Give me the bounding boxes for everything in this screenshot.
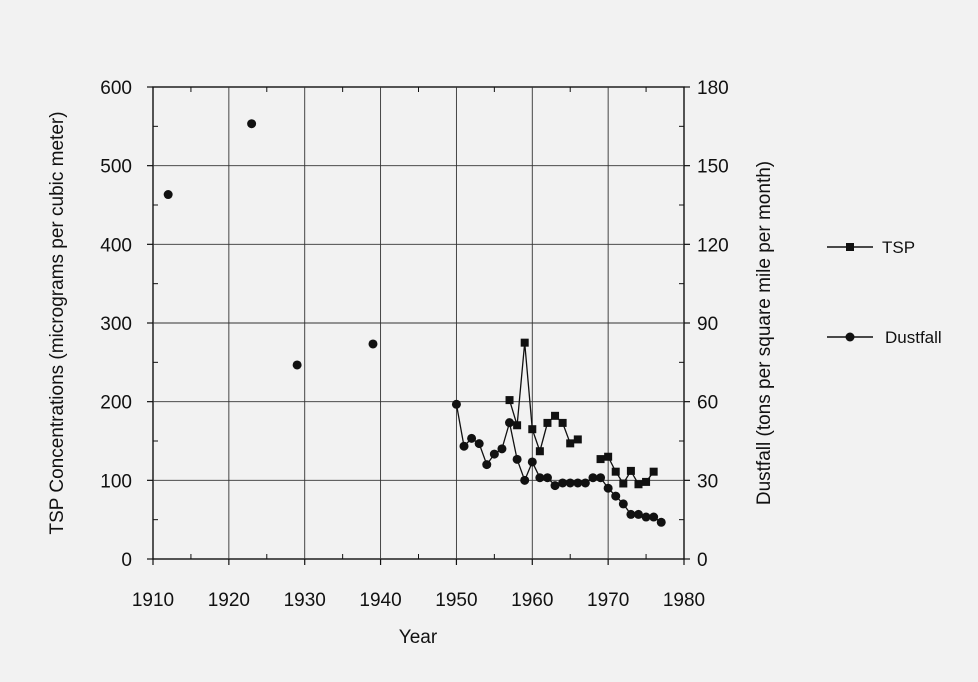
- data-point-dustfall: [580, 478, 590, 488]
- y-right-tick-label: 60: [697, 393, 718, 414]
- data-point-dustfall: [497, 444, 507, 454]
- y-left-tick-label: 500: [100, 157, 132, 178]
- legend-label-dustfall: Dustfall: [885, 328, 942, 347]
- data-point-tsp: [634, 480, 643, 489]
- y-left-tick-label: 300: [100, 314, 132, 335]
- data-point-dustfall: [489, 449, 499, 459]
- data-point-dustfall: [573, 478, 583, 488]
- y-right-tick-label: 0: [697, 550, 708, 571]
- data-point-dustfall: [459, 441, 469, 451]
- data-point-dustfall: [505, 418, 515, 428]
- data-point-tsp: [520, 338, 529, 347]
- data-point-tsp: [596, 455, 605, 464]
- legend-marker-tsp: [846, 243, 854, 251]
- axis-ticks: [147, 86, 690, 565]
- x-tick-label: 1960: [511, 590, 553, 611]
- data-point-tsp: [642, 477, 651, 486]
- series-line-tsp: [508, 342, 579, 454]
- series-layer: [163, 119, 666, 527]
- legend-marker-dustfall: [845, 332, 855, 342]
- data-point-tsp: [505, 396, 514, 405]
- data-point-dustfall: [451, 399, 461, 409]
- data-point-dustfall: [603, 483, 613, 493]
- data-point-tsp: [649, 467, 658, 476]
- data-point-dustfall: [247, 119, 257, 129]
- data-point-tsp: [619, 479, 628, 488]
- x-tick-label: 1930: [284, 590, 326, 611]
- data-point-tsp: [535, 447, 544, 456]
- data-point-tsp: [611, 467, 620, 476]
- y-right-tick-label: 150: [697, 157, 729, 178]
- data-point-dustfall: [474, 439, 484, 449]
- x-axis-title: Year: [399, 627, 438, 648]
- data-point-dustfall: [641, 512, 651, 522]
- left-y-axis-title: TSP Concentrations (micrograms per cubic…: [47, 111, 68, 534]
- y-right-tick-label: 120: [697, 235, 729, 256]
- data-point-dustfall: [482, 460, 492, 470]
- series-dustfall: [163, 119, 666, 527]
- x-tick-labels: 1910 1920 1930 1940 1950 1960 1970 1980: [132, 590, 705, 611]
- x-tick-label: 1980: [663, 590, 705, 611]
- series-tsp: [505, 338, 658, 489]
- data-point-dustfall: [565, 478, 575, 488]
- data-point-dustfall: [649, 512, 659, 522]
- data-point-dustfall: [626, 509, 636, 519]
- x-tick-label: 1950: [435, 590, 477, 611]
- y-left-tick-label: 400: [100, 235, 132, 256]
- data-point-dustfall: [588, 473, 598, 483]
- y-left-tick-label: 100: [100, 471, 132, 492]
- y-right-tick-label: 90: [697, 314, 718, 335]
- data-point-tsp: [604, 452, 613, 461]
- legend: TSP Dustfall: [827, 238, 942, 347]
- data-point-dustfall: [558, 478, 568, 488]
- y-left-tick-label: 600: [100, 78, 132, 99]
- x-tick-label: 1970: [587, 590, 629, 611]
- data-point-dustfall: [368, 339, 378, 349]
- x-tick-label: 1920: [208, 590, 250, 611]
- data-point-dustfall: [656, 517, 666, 527]
- x-tick-label: 1940: [359, 590, 401, 611]
- data-point-dustfall: [633, 509, 643, 519]
- right-y-axis-title: Dustfall (tons per square mile per month…: [754, 161, 775, 505]
- data-point-dustfall: [618, 499, 628, 509]
- data-point-tsp: [543, 418, 552, 427]
- legend-item-tsp: TSP: [827, 238, 915, 257]
- x-tick-label: 1910: [132, 590, 174, 611]
- data-point-dustfall: [163, 190, 173, 200]
- data-point-tsp: [558, 418, 567, 427]
- data-point-dustfall: [512, 454, 522, 464]
- data-point-dustfall: [611, 491, 621, 501]
- data-point-dustfall: [467, 433, 477, 443]
- left-y-tick-labels: 0 100 200 300 400 500 600: [100, 78, 132, 571]
- data-point-dustfall: [596, 473, 606, 483]
- data-point-dustfall: [520, 475, 530, 485]
- data-point-dustfall: [535, 473, 545, 483]
- data-point-dustfall: [292, 360, 302, 370]
- y-right-tick-label: 30: [697, 471, 718, 492]
- legend-label-tsp: TSP: [882, 238, 915, 257]
- data-point-tsp: [573, 435, 582, 444]
- y-left-tick-label: 200: [100, 393, 132, 414]
- data-point-tsp: [528, 425, 537, 434]
- data-point-dustfall: [542, 473, 552, 483]
- data-point-tsp: [551, 411, 560, 420]
- data-point-tsp: [513, 421, 522, 430]
- right-y-tick-labels: 0 30 60 90 120 150 180: [697, 78, 729, 571]
- data-point-tsp: [566, 439, 575, 448]
- data-point-dustfall: [527, 457, 537, 467]
- data-point-tsp: [626, 466, 635, 475]
- legend-item-dustfall: Dustfall: [827, 328, 942, 347]
- y-right-tick-label: 180: [697, 78, 729, 99]
- y-left-tick-label: 0: [121, 550, 132, 571]
- data-point-dustfall: [550, 481, 560, 491]
